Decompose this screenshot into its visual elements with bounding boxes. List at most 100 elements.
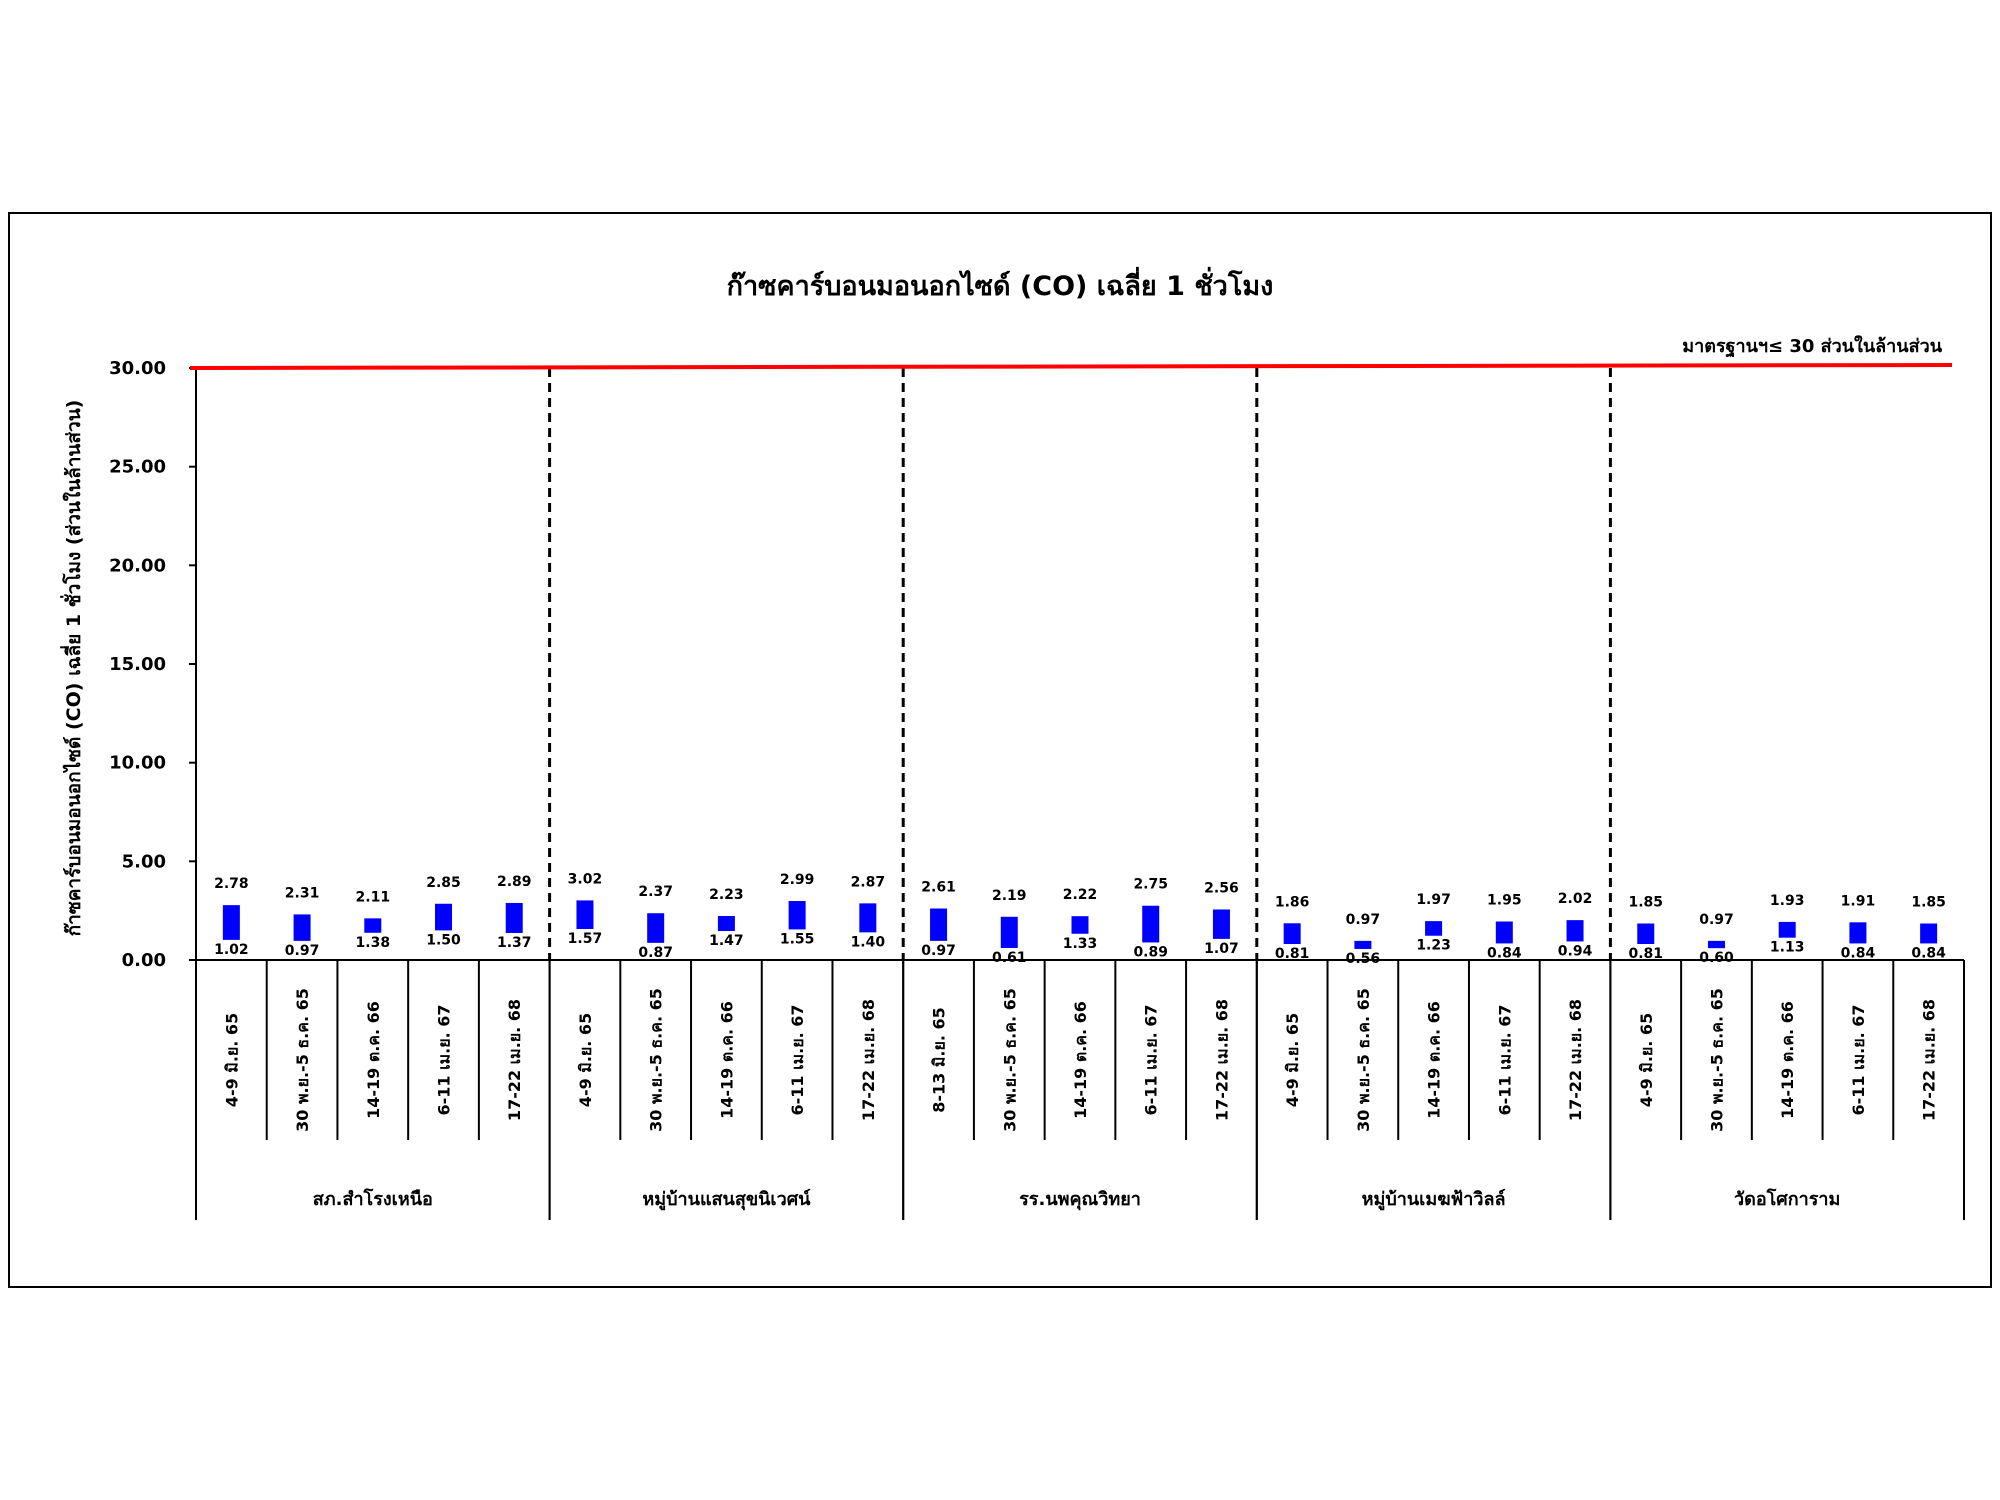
max-value-label: 2.75 — [1133, 877, 1168, 893]
min-value-label: 0.84 — [1911, 945, 1946, 961]
y-tick-label: 10.00 — [109, 753, 166, 774]
range-bar — [1637, 923, 1655, 945]
y-tick-label: 0.00 — [122, 950, 166, 971]
category-label: 30 พ.ย.-5 ธ.ค. 65 — [1354, 988, 1373, 1132]
group-label: หมู่บ้านแสนสุขนิเวศน์ — [642, 1188, 811, 1211]
min-value-label: 0.97 — [921, 943, 956, 959]
group-label: หมู่บ้านเมฆฟ้าวิลล์ — [1362, 1188, 1506, 1211]
range-bar — [930, 908, 948, 941]
category-label: 6-11 เม.ย. 67 — [1142, 1005, 1161, 1116]
category-label: 14-19 ต.ค. 66 — [717, 1001, 736, 1119]
y-tick-label: 30.00 — [109, 358, 166, 379]
min-value-label: 0.60 — [1699, 950, 1734, 966]
range-bar — [647, 913, 665, 943]
max-value-label: 1.91 — [1841, 893, 1876, 909]
category-axis: 4-9 มิ.ย. 65 30 พ.ย.-5 ธ.ค. 65 14-19 ต.ค. … — [195, 960, 1965, 1220]
max-value-label: 2.99 — [780, 872, 815, 888]
chart-frame — [8, 212, 1992, 1288]
category-label: 8-13 มิ.ย. 65 — [930, 1007, 949, 1113]
min-value-label: 1.47 — [709, 933, 744, 949]
max-value-label: 0.97 — [1699, 912, 1734, 928]
standard-label: มาตรฐานฯ≤ 30 ส่วนในล้านส่วน — [1682, 335, 1942, 358]
range-bar — [1354, 940, 1372, 949]
min-value-label: 0.81 — [1275, 946, 1310, 962]
range-bar — [505, 902, 523, 933]
data-labels: 2.78 1.02 2.31 0.97 2.11 1.38 2.85 1.50 2.89 1.37… — [214, 871, 1946, 967]
max-value-label: 2.56 — [1204, 880, 1239, 896]
max-value-label: 2.61 — [921, 879, 956, 895]
min-value-label: 0.94 — [1558, 943, 1593, 959]
range-bar — [1142, 905, 1160, 943]
standard-line — [189, 363, 1953, 370]
max-value-label: 1.85 — [1628, 894, 1663, 910]
range-bar — [1425, 921, 1443, 936]
category-label: 14-19 ต.ค. 66 — [1071, 1001, 1090, 1119]
min-value-label: 1.23 — [1416, 938, 1451, 954]
min-value-label: 1.02 — [214, 942, 249, 958]
y-tick-label: 15.00 — [109, 654, 166, 675]
max-value-label: 1.93 — [1770, 893, 1805, 909]
range-bar — [1283, 923, 1301, 945]
category-label: 4-9 มิ.ย. 65 — [1283, 1013, 1302, 1107]
bars — [222, 900, 1938, 949]
min-value-label: 1.50 — [426, 932, 461, 948]
max-value-label: 2.23 — [709, 887, 744, 903]
axes: 0.00 5.00 10.00 15.00 20.00 25.00 30.00 — [109, 358, 1964, 971]
category-label: 14-19 ต.ค. 66 — [1778, 1001, 1797, 1119]
range-bar — [1000, 916, 1018, 948]
category-label: 6-11 เม.ย. 67 — [435, 1005, 454, 1116]
min-value-label: 0.87 — [638, 945, 673, 961]
max-value-label: 2.89 — [497, 874, 532, 890]
group-label: สภ.สำโรงเหนือ — [313, 1188, 433, 1210]
category-label: 4-9 มิ.ย. 65 — [1637, 1013, 1656, 1107]
max-value-label: 2.22 — [1063, 887, 1098, 903]
max-value-label: 2.87 — [851, 874, 886, 890]
max-value-label: 3.02 — [568, 871, 603, 887]
category-label: 14-19 ต.ค. 66 — [1425, 1001, 1444, 1119]
category-label: 6-11 เม.ย. 67 — [788, 1005, 807, 1116]
max-value-label: 2.78 — [214, 876, 249, 892]
min-value-label: 0.84 — [1487, 945, 1522, 961]
min-value-label: 0.56 — [1346, 951, 1381, 967]
max-value-label: 1.86 — [1275, 894, 1310, 910]
range-bar — [576, 900, 594, 930]
range-bar — [717, 915, 735, 931]
range-bar — [1849, 922, 1867, 944]
category-label: 17-22 เม.ย. 68 — [859, 999, 878, 1121]
max-value-label: 2.31 — [285, 885, 320, 901]
y-tick-label: 5.00 — [122, 851, 166, 872]
min-value-label: 0.97 — [285, 943, 320, 959]
range-bar — [364, 918, 382, 933]
max-value-label: 1.95 — [1487, 893, 1522, 909]
category-label: 30 พ.ย.-5 ธ.ค. 65 — [1000, 988, 1019, 1132]
min-value-label: 0.89 — [1133, 944, 1168, 960]
range-bar — [1920, 923, 1938, 944]
max-value-label: 0.97 — [1346, 912, 1381, 928]
min-value-label: 1.57 — [568, 931, 603, 947]
y-tick-label: 20.00 — [109, 555, 166, 576]
category-label: 17-22 เม.ย. 68 — [1920, 999, 1939, 1121]
min-value-label: 1.13 — [1770, 940, 1805, 956]
max-value-label: 2.02 — [1558, 891, 1593, 907]
max-value-label: 2.19 — [992, 888, 1027, 904]
max-value-label: 1.85 — [1911, 894, 1946, 910]
category-label: 14-19 ต.ค. 66 — [364, 1001, 383, 1119]
range-bar — [859, 903, 877, 933]
category-label: 17-22 เม.ย. 68 — [1566, 999, 1585, 1121]
range-bar — [788, 900, 806, 930]
range-bar — [435, 903, 453, 931]
min-value-label: 1.40 — [851, 934, 886, 950]
category-label: 4-9 มิ.ย. 65 — [222, 1013, 241, 1107]
category-label: 30 พ.ย.-5 ธ.ค. 65 — [293, 988, 312, 1132]
min-value-label: 0.84 — [1841, 945, 1876, 961]
group-label: รร.นพคุณวิทยา — [1019, 1189, 1141, 1211]
range-bar — [1071, 916, 1089, 934]
max-value-label: 2.11 — [356, 889, 391, 905]
max-value-label: 2.37 — [638, 884, 673, 900]
range-bar — [1495, 921, 1513, 944]
range-bar — [1566, 920, 1584, 942]
max-value-label: 2.85 — [426, 875, 461, 891]
range-bar — [1212, 909, 1230, 939]
min-value-label: 1.33 — [1063, 936, 1098, 952]
